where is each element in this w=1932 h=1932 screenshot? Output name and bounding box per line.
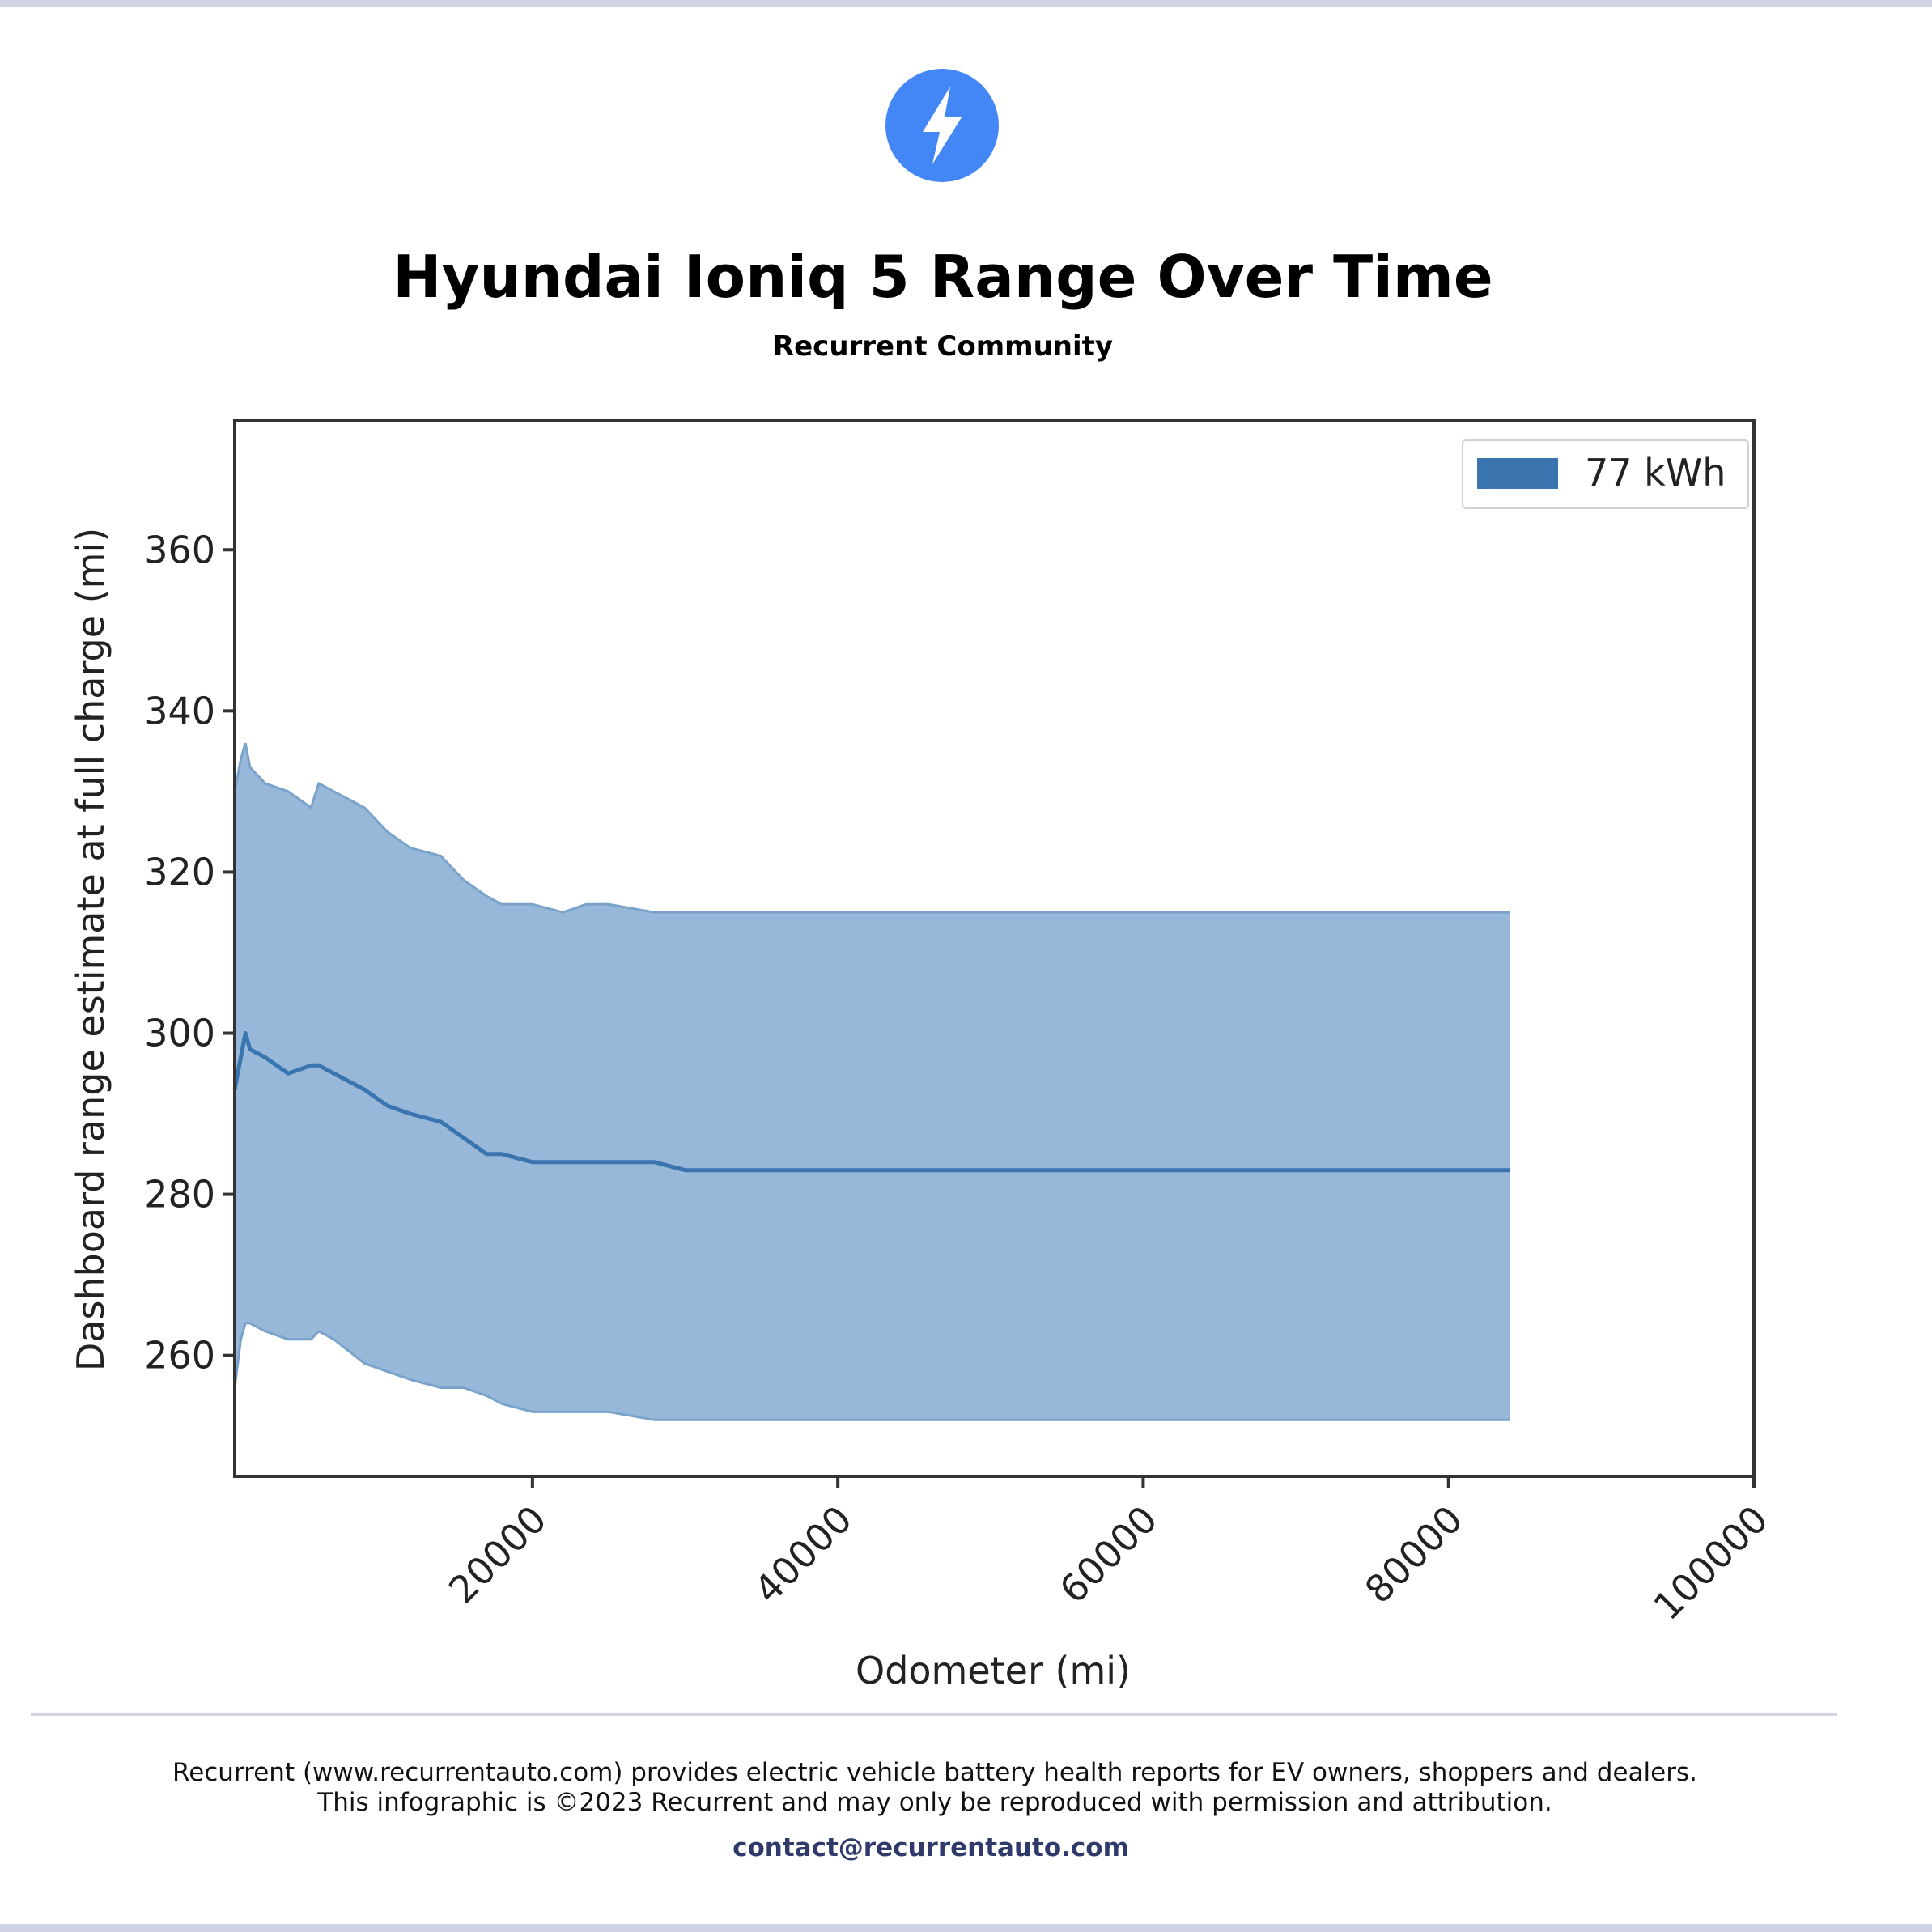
x-tick-label: 40000	[745, 1497, 860, 1612]
series-line-0	[232, 1031, 1510, 1173]
x-tick-label: 20000	[440, 1497, 555, 1612]
bottom-border	[0, 1924, 1932, 1932]
series-lower-edge-0	[233, 1322, 1510, 1421]
contact-email-link[interactable]: contact@recurrentauto.com	[732, 1833, 1129, 1862]
legend-swatch	[1477, 458, 1558, 489]
footer-description: Recurrent (www.recurrentauto.com) provid…	[172, 1758, 1697, 1787]
footer-copyright: This infographic is ©2023 Recurrent and …	[317, 1788, 1552, 1817]
x-tick-label: 60000	[1051, 1497, 1166, 1612]
footer-divider	[31, 1713, 1837, 1716]
lightning-bolt-icon	[885, 69, 999, 182]
plot-frame	[233, 419, 1756, 1478]
top-border	[0, 0, 1932, 7]
plot-area	[232, 742, 1510, 1421]
y-tick-label: 340	[144, 689, 215, 732]
y-tick-label: 360	[144, 528, 215, 571]
x-tick-label: 80000	[1357, 1497, 1471, 1612]
range-chart: 260 280 300 320 340 360 20000 40000 60000 80000 10…	[69, 419, 1777, 1692]
legend-frame	[1462, 439, 1749, 509]
y-tick-label: 320	[144, 850, 215, 894]
legend-label: 77 kWh	[1585, 451, 1726, 495]
chart-legend: 77 kWh	[1462, 439, 1749, 509]
page-subtitle: Recurrent Community	[772, 330, 1114, 363]
y-tick-label: 300	[144, 1012, 215, 1055]
series-upper-edge-0	[233, 742, 1510, 914]
y-tick-label: 280	[144, 1173, 215, 1217]
series-band-0	[235, 743, 1510, 1420]
y-tick-label: 260	[144, 1334, 215, 1378]
page-title: Hyundai Ioniq 5 Range Over Time	[393, 243, 1493, 311]
x-tick-label: 100000	[1645, 1497, 1776, 1628]
y-axis-label: Dashboard range estimate at full charge …	[69, 528, 113, 1371]
x-axis-label: Odometer (mi)	[856, 1649, 1131, 1692]
